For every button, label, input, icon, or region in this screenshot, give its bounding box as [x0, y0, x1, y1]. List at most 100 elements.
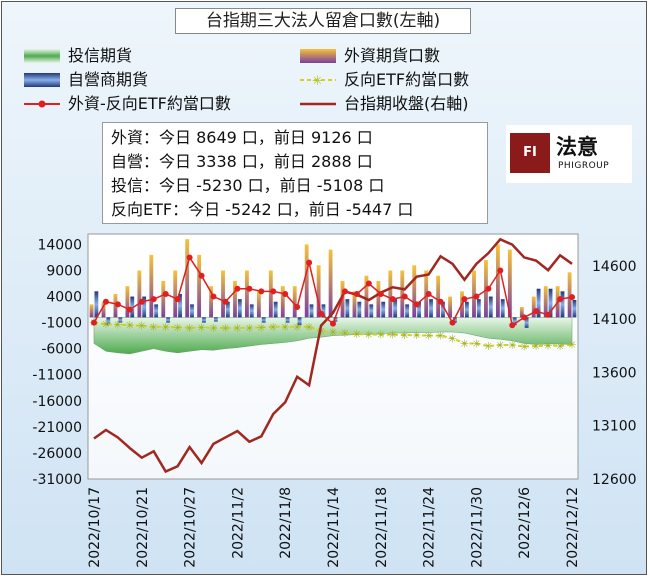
- inverse-etf-point: ✳: [173, 321, 182, 334]
- foreign-bar: [519, 306, 524, 318]
- x-tick-label: 2022/12/6: [517, 487, 533, 559]
- brand-logo: FI 法意 PHIGROUP: [506, 125, 632, 183]
- dealer-bar: [321, 304, 326, 318]
- y-left-tick-label: -21000: [32, 420, 82, 436]
- net-point: [377, 290, 384, 297]
- net-point: [126, 306, 133, 313]
- foreign-bar: [316, 265, 321, 318]
- x-tick-label: 2022/10/17: [87, 487, 103, 568]
- x-tick-label: 2022/10/27: [183, 487, 199, 568]
- inverse-etf-point: ✳: [101, 318, 110, 331]
- inverse-etf-point: ✳: [113, 319, 122, 332]
- net-point: [102, 298, 109, 305]
- inverse-etf-point: ✳: [424, 330, 433, 343]
- summary-foreign: 外資：今日 8649 口，前日 9126 口: [111, 128, 373, 147]
- inverse-etf-point: ✳: [376, 329, 385, 342]
- y-axis-left: 14000 9000 4000 -1000 -6000 -11000 -16000 -2100…: [32, 237, 82, 488]
- y-left-tick-label: -31000: [32, 472, 82, 488]
- legend-swatch-foreign: [300, 49, 336, 63]
- x-tick-label: 2022/10/21: [135, 487, 151, 568]
- y-left-tick-label: -16000: [32, 394, 82, 410]
- foreign-bar: [507, 249, 512, 318]
- dealer-bar: [548, 288, 553, 318]
- net-point: [306, 259, 313, 266]
- foreign-bar: [412, 265, 417, 318]
- foreign-bar: [268, 270, 273, 318]
- foreign-bar: [149, 254, 154, 318]
- x-tick-label: 2022/11/18: [374, 487, 390, 568]
- legend-label-foreign: 外資期貨口數: [344, 46, 441, 65]
- y-right-tick-label: 13600: [592, 365, 637, 381]
- svg-text:✳: ✳: [312, 74, 323, 87]
- inverse-etf-point: ✳: [567, 339, 576, 352]
- foreign-bar: [364, 275, 369, 318]
- dealer-bar: [154, 304, 159, 318]
- foreign-bar: [161, 280, 166, 318]
- dealer-bar: [345, 299, 350, 318]
- logo-sub: PHIGROUP: [558, 161, 610, 171]
- legend-label-dealer: 自營商期貨: [68, 70, 149, 89]
- net-point: [150, 296, 157, 303]
- dealer-bar: [357, 301, 362, 318]
- dealer-bar: [429, 299, 433, 318]
- y-left-tick-label: -1000: [41, 316, 82, 332]
- net-point: [341, 288, 348, 295]
- dealer-bar: [464, 301, 469, 318]
- dealer-bar: [560, 291, 565, 318]
- net-point: [318, 310, 325, 317]
- plot-area: [87, 233, 579, 480]
- y-right-tick-label: 14600: [592, 259, 637, 275]
- dealer-bar: [512, 317, 517, 326]
- net-point: [198, 272, 205, 279]
- y-right-tick-label: 12600: [592, 472, 637, 488]
- foreign-bar: [221, 270, 225, 318]
- dealer-bar: [476, 299, 481, 318]
- inverse-etf-line: [93, 321, 573, 348]
- net-point: [521, 314, 528, 321]
- net-point: [353, 290, 360, 297]
- foreign-bar: [256, 291, 261, 318]
- foreign-bar: [209, 286, 213, 318]
- net-point: [449, 319, 456, 326]
- dealer-bar: [166, 317, 171, 323]
- dealer-bar: [381, 301, 386, 318]
- y-axis-right: 14600 14100 13600 13100 12600: [592, 259, 637, 488]
- dealer-bar: [500, 299, 505, 318]
- net-point: [270, 288, 277, 295]
- foreign-bar: [400, 270, 405, 318]
- y-left-tick-label: 9000: [46, 263, 82, 279]
- y-left-tick-label: 4000: [46, 290, 82, 306]
- legend-swatch-net: [24, 100, 60, 108]
- net-point: [389, 296, 396, 303]
- x-axis: 2022/10/17 2022/10/21 2022/10/27 2022/11/2 2…: [87, 487, 581, 568]
- inverse-etf-point: ✳: [149, 321, 158, 334]
- net-point: [138, 298, 145, 305]
- inverse-etf-point: ✳: [460, 337, 469, 350]
- net-point: [162, 290, 169, 297]
- net-point: [246, 285, 253, 292]
- inverse-etf-point: ✳: [436, 330, 445, 343]
- inverse-etf-point: ✳: [328, 326, 337, 339]
- foreign-bar: [125, 286, 130, 318]
- inverse-etf-point: ✳: [221, 322, 230, 335]
- legend-swatch-trust: [24, 49, 60, 63]
- inverse-etf-point: ✳: [448, 332, 457, 345]
- inverse-etf-point: ✳: [161, 321, 170, 334]
- foreign-bar: [328, 249, 333, 318]
- inverse-etf-point: ✳: [304, 321, 313, 334]
- dealer-bar: [225, 301, 230, 318]
- logo-name: 法意: [556, 135, 598, 159]
- foreign-bar: [173, 270, 178, 318]
- inverse-etf-point: ✳: [352, 328, 361, 341]
- net-point: [569, 294, 576, 301]
- foreign-bar: [197, 254, 202, 318]
- foreign-bar: [436, 275, 441, 318]
- dealer-bar: [213, 317, 218, 322]
- x-tick-label: 2022/11/8: [278, 487, 294, 559]
- dealer-bar: [393, 299, 398, 318]
- inverse-etf-point: ✳: [364, 329, 373, 342]
- inverse-etf-point: ✳: [209, 322, 218, 335]
- x-tick-label: 2022/12/12: [565, 487, 581, 568]
- foreign-bar: [472, 270, 476, 318]
